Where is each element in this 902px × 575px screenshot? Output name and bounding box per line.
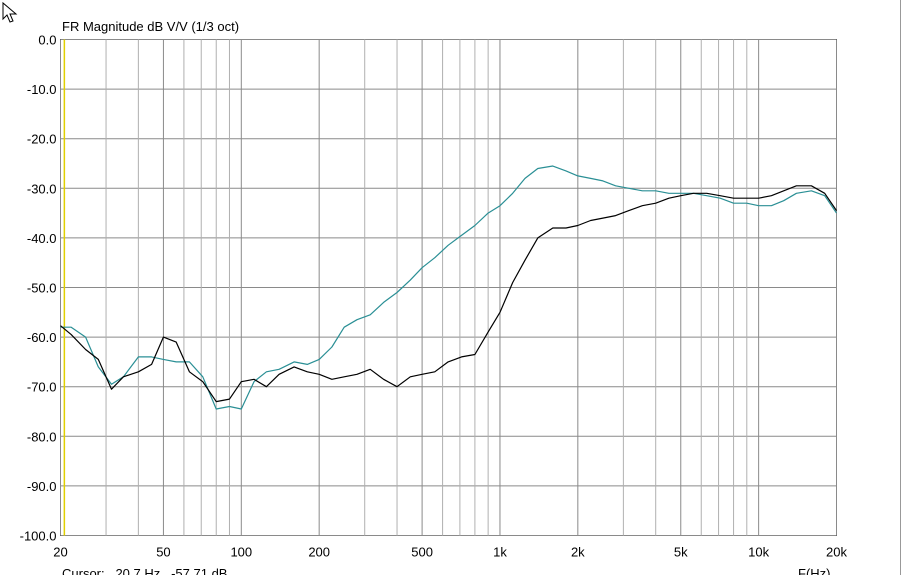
x-tick-label: 50 [156, 545, 170, 560]
y-tick-label: -80.0 [27, 429, 57, 444]
y-tick-label: -30.0 [27, 181, 57, 196]
y-tick-label: -60.0 [27, 330, 57, 345]
x-tick-label: 10k [748, 545, 769, 560]
y-tick-label: -40.0 [27, 231, 57, 246]
mouse-pointer [2, 1, 18, 23]
chart-title: FR Magnitude dB V/V (1/3 oct) [62, 19, 239, 34]
y-tick-label: 0.0 [38, 33, 56, 48]
x-tick-label: 1k [493, 545, 507, 560]
grid [60, 39, 837, 536]
x-tick-label: 20 [53, 545, 67, 560]
x-tick-label: 2k [571, 545, 585, 560]
y-tick-label: -70.0 [27, 380, 57, 395]
series-line [60, 185, 837, 403]
x-tick-label: 200 [308, 545, 330, 560]
plot-lines [60, 39, 837, 536]
y-tick-label: -90.0 [27, 479, 57, 494]
x-tick-label: 20k [826, 545, 847, 560]
y-tick-label: -10.0 [27, 82, 57, 97]
y-tick-label: -50.0 [27, 281, 57, 296]
series-line [60, 165, 837, 410]
x-axis-label: F(Hz) [798, 566, 831, 575]
x-tick-label: 500 [411, 545, 433, 560]
y-tick-label: -100.0 [20, 529, 57, 544]
cursor-readout: Cursor: 20.7 Hz -57.71 dB [62, 566, 227, 575]
x-tick-label: 5k [674, 545, 688, 560]
x-tick-label: 100 [230, 545, 252, 560]
y-tick-label: -20.0 [27, 132, 57, 147]
